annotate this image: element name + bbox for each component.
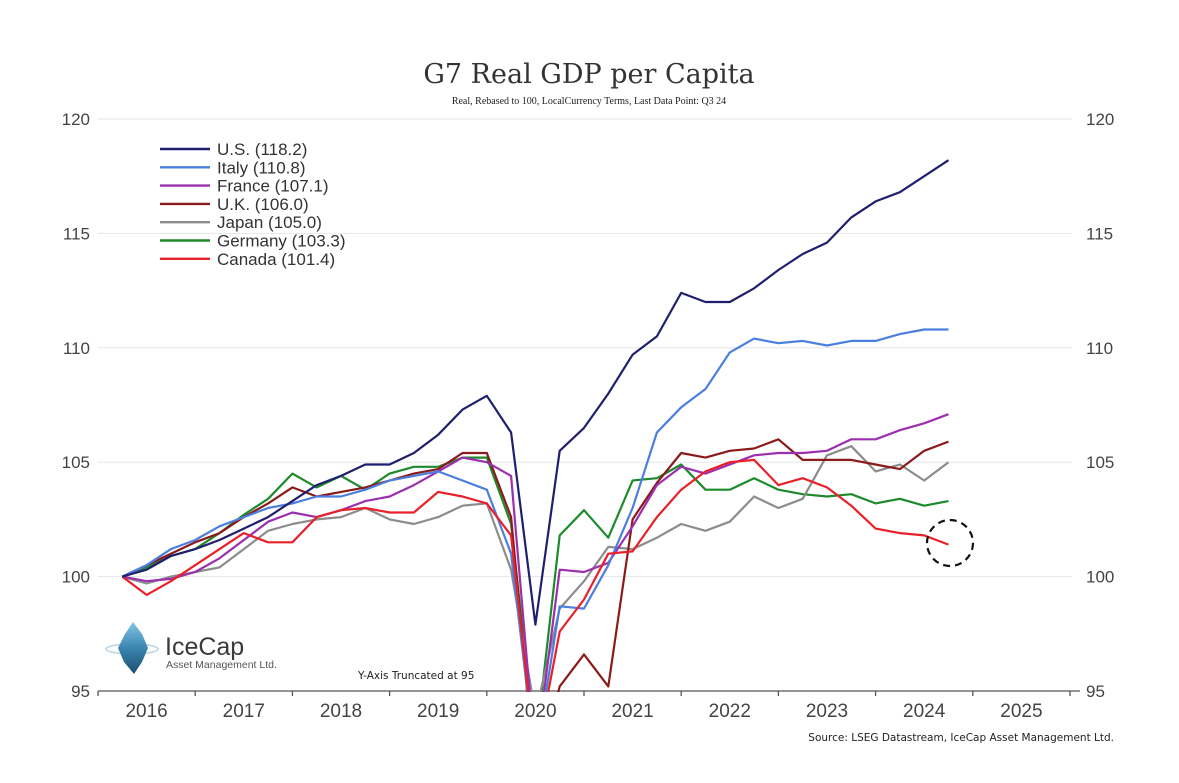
series-lines — [121, 159, 950, 692]
legend-label: U.K. (106.0) — [217, 195, 309, 214]
x-tick-label: 2016 — [125, 701, 167, 722]
x-tick-label: 2020 — [514, 701, 556, 722]
y-tick-label-left: 120 — [62, 110, 90, 129]
series-line-us — [121, 159, 950, 626]
x-tick-label: 2022 — [709, 701, 751, 722]
x-axis: 2016 2017 2018 2019 2020 2021 2022 2023 2024 2025 — [97, 690, 1080, 722]
chart-title: G7 Real GDP per Capita — [423, 59, 754, 90]
y-tick-label-left: 100 — [62, 568, 90, 587]
y-tick-label-left: 105 — [62, 453, 90, 472]
legend-item: Germany (103.3) — [160, 232, 346, 251]
x-tick-label: 2018 — [320, 701, 362, 722]
legend-item: U.S. (118.2) — [160, 140, 307, 159]
source-note: Source: LSEG Datastream, IceCap Asset Ma… — [808, 732, 1114, 744]
y-tick-label-right: 120 — [1086, 110, 1114, 129]
series-line-uk — [121, 438, 949, 692]
icecap-logo: IceCap Asset Management Ltd. — [105, 622, 277, 674]
legend-item: Japan (105.0) — [160, 213, 322, 232]
legend-label: Japan (105.0) — [217, 213, 322, 232]
series-line-germany — [121, 456, 949, 692]
iceberg-icon — [118, 622, 148, 674]
legend-label: Germany (103.3) — [217, 232, 346, 251]
series-line-canada — [121, 458, 949, 692]
x-tick-label: 2017 — [223, 701, 265, 722]
x-tick-label: 2019 — [417, 701, 459, 722]
legend-label: Italy (110.8) — [217, 158, 306, 177]
series-line-japan — [121, 445, 950, 692]
legend-label: Canada (101.4) — [217, 250, 335, 269]
series-line-france — [122, 413, 949, 692]
x-tick-label: 2024 — [903, 701, 946, 722]
y-tick-label-left: 95 — [71, 682, 90, 701]
y-tick-label-right: 115 — [1086, 224, 1113, 243]
legend: U.S. (118.2)Italy (110.8)France (107.1)U… — [160, 140, 346, 269]
x-tick-label: 2025 — [1000, 701, 1042, 722]
logo-name: IceCap — [165, 633, 244, 661]
y-tick-label-right: 100 — [1086, 568, 1114, 587]
legend-item: U.K. (106.0) — [160, 195, 309, 214]
y-tick-label-left: 115 — [63, 224, 90, 243]
truncation-note: Y-Axis Truncated at 95 — [357, 670, 474, 682]
y-tick-label-right: 110 — [1086, 339, 1113, 358]
series-line-italy — [121, 328, 949, 692]
legend-item: France (107.1) — [160, 177, 329, 196]
highlight-circle — [925, 518, 975, 568]
legend-label: U.S. (118.2) — [217, 140, 307, 159]
x-tick-label: 2021 — [611, 701, 653, 722]
y-tick-label-left: 110 — [63, 339, 90, 358]
y-tick-label-right: 105 — [1086, 453, 1114, 472]
x-tick-label: 2023 — [806, 701, 848, 722]
legend-item: Canada (101.4) — [160, 250, 335, 269]
y-axis-right: 95 100 105 110 115 120 — [1086, 110, 1114, 701]
chart-subtitle: Real, Rebased to 100, LocalCurrency Term… — [452, 96, 726, 107]
logo-subtitle: Asset Management Ltd. — [166, 659, 277, 671]
y-axis-left: 95 100 105 110 115 120 — [62, 110, 90, 701]
legend-item: Italy (110.8) — [160, 158, 306, 177]
y-tick-label-right: 95 — [1086, 682, 1105, 701]
legend-label: France (107.1) — [217, 177, 329, 196]
